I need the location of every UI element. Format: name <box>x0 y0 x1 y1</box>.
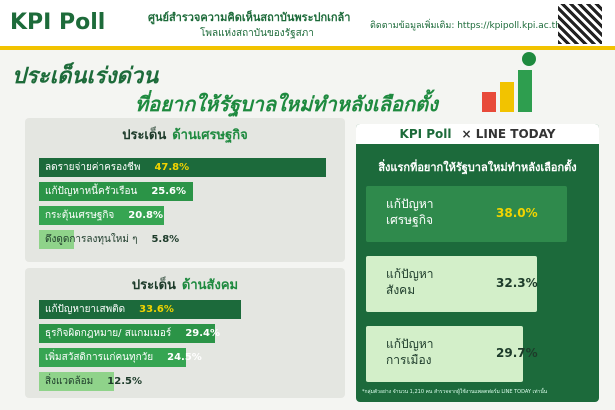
partner-logos: KPI Poll × LINE TODAY <box>356 124 599 144</box>
bar-text: ลดรายจ่ายค่าครองชีพ 47.8% <box>45 158 189 177</box>
value-label: 32.3% <box>496 276 538 290</box>
title: ที่อยากให้รัฐบาลใหม่ทำหลังเลือกตั้ง <box>135 92 438 116</box>
bar <box>39 182 193 201</box>
chart-title: ประเด็น ด้านสังคม <box>25 274 345 295</box>
qr-code <box>558 4 602 44</box>
panel: ประเด็น ด้านสังคมแก้ปัญหายาเสพติด 33.6% ธุร… <box>25 268 345 398</box>
category-label: แก้ปัญหา สังคม <box>386 267 434 297</box>
bar <box>39 324 216 343</box>
bar-row: ธุรกิจผิดกฎหมาย/ สแกมเมอร์ 29.4% <box>39 324 339 343</box>
bar-text: ดึงดูดการลงทุนใหม่ ๆ 5.8% <box>45 230 179 249</box>
bar <box>39 206 164 225</box>
category-label: ธุรกิจผิดกฎหมาย/ สแกมเมอร์ <box>45 328 172 339</box>
bar-text: เพิ่มสวัสดิการแก่คนทุกวัย 24.5% <box>45 348 202 367</box>
panel: ประเด็น ด้านเศรษฐกิจลดรายจ่ายค่าครองชีพ 47… <box>25 118 345 262</box>
bar <box>39 158 326 177</box>
value-label: 29.7% <box>496 346 538 360</box>
illustration <box>482 52 552 112</box>
value-label: 47.8% <box>154 162 190 173</box>
category-label: กระตุ้นเศรษฐกิจ <box>45 210 115 221</box>
bar-text: กระตุ้นเศรษฐกิจ 20.8% <box>45 206 163 225</box>
value-label: 12.5% <box>107 376 142 387</box>
title-part: ประเด็น <box>122 128 167 143</box>
chart-title: สิ่งแรกที่อยากให้รัฐบาลใหม่ทำหลังเลือกตั… <box>378 161 577 174</box>
title-part: ด้านสังคม <box>181 278 239 293</box>
category-label: แก้ปัญหา การเมือง <box>386 337 434 367</box>
chart-title: ประเด็น ด้านเศรษฐกิจ <box>25 124 345 145</box>
title-part: ประเด็น <box>131 278 176 293</box>
value-label: 33.6% <box>139 304 174 315</box>
org-name: ศูนย์สำรวจความคิดเห็นสถาบันพระปกเกล้า <box>148 11 351 24</box>
logo: KPI Poll <box>10 10 106 35</box>
bar-text: สิ่งแวดล้อม 12.5% <box>45 372 142 391</box>
bar-row: ดึงดูดการลงทุนใหม่ ๆ 5.8% <box>39 230 339 249</box>
bar-text: แก้ปัญหายาเสพติด 33.6% <box>45 300 174 319</box>
bar-row: เพิ่มสวัสดิการแก่คนทุกวัย 24.5% <box>39 348 339 367</box>
bar-row: กระตุ้นเศรษฐกิจ 20.8% <box>39 206 339 225</box>
bar <box>39 230 74 249</box>
value-label: 24.5% <box>167 352 202 363</box>
category-label: ดึงดูดการลงทุนใหม่ ๆ <box>45 234 138 245</box>
bar-text: แก้ปัญหาหนี้ครัวเรือน 25.6% <box>45 182 186 201</box>
panel: KPI Poll × LINE TODAY สิ่งแรกที่อยากให้ร… <box>356 124 599 402</box>
title: ประเด็นเร่งด่วน <box>12 64 159 89</box>
value-label: 38.0% <box>496 206 538 220</box>
bar <box>39 372 114 391</box>
category-label: ลดรายจ่ายค่าครองชีพ <box>45 162 141 173</box>
bar <box>366 186 568 242</box>
value-label: 25.6% <box>151 186 187 197</box>
header: KPI Poll ศูนย์สำรวจความคิดเห็นสถาบันพระป… <box>0 0 615 50</box>
category-label: แก้ปัญหายาเสพติด <box>45 304 126 315</box>
value-label: 20.8% <box>128 210 163 221</box>
org-sub: โพลแห่งสถาบันของรัฐสภา <box>200 28 314 39</box>
bar <box>39 300 241 319</box>
bar <box>366 326 524 382</box>
logo: × LINE TODAY <box>461 127 556 141</box>
bar-row: สิ่งแวดล้อม 12.5% <box>39 372 339 391</box>
category-label: เพิ่มสวัสดิการแก่คนทุกวัย <box>45 352 154 363</box>
footnote: *กลุ่มตัวอย่าง จำนวน 1,210 คน สำรวจจากผู… <box>362 389 548 395</box>
category-label: สิ่งแวดล้อม <box>45 376 94 387</box>
bar-text: ธุรกิจผิดกฎหมาย/ สแกมเมอร์ 29.4% <box>45 324 220 343</box>
bar <box>39 348 186 367</box>
category-label: แก้ปัญหา เศรษฐกิจ <box>386 197 434 227</box>
logo: KPI Poll <box>399 127 452 141</box>
follow-link: ติดตามข้อมูลเพิ่มเติม: https://kpipoll.k… <box>370 21 564 31</box>
category-label: แก้ปัญหาหนี้ครัวเรือน <box>45 186 138 197</box>
bar-row: แก้ปัญหาหนี้ครัวเรือน 25.6% <box>39 182 339 201</box>
value-label: 5.8% <box>151 234 180 245</box>
title-part: ด้านเศรษฐกิจ <box>172 128 248 143</box>
bar-row: ลดรายจ่ายค่าครองชีพ 47.8% <box>39 158 339 177</box>
bar-row: แก้ปัญหายาเสพติด 33.6% <box>39 300 339 319</box>
bar <box>366 256 538 312</box>
value-label: 29.4% <box>185 328 221 339</box>
